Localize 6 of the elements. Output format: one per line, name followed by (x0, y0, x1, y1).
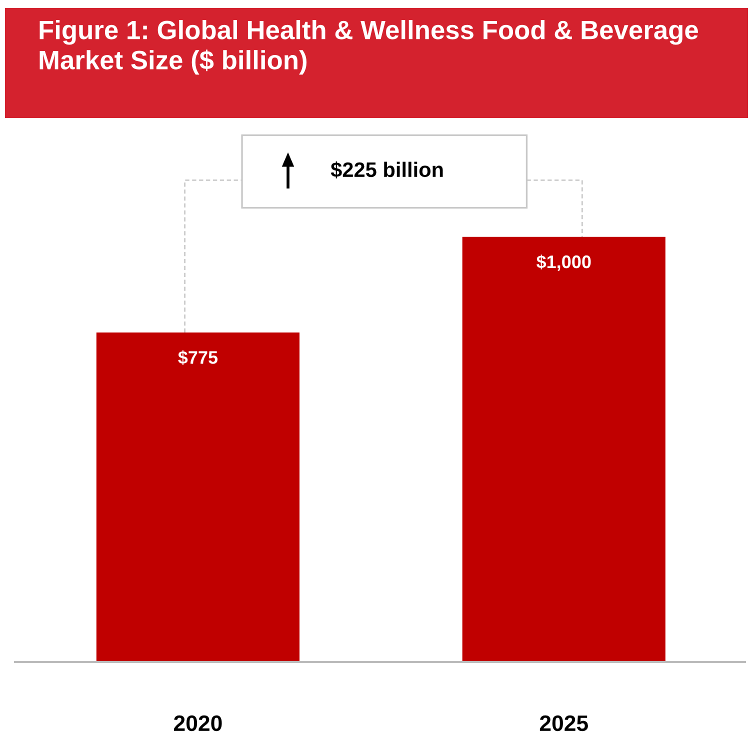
data-label: $775 (178, 350, 218, 366)
x-tick-label: 2025 (540, 715, 588, 732)
data-label: $1,000 (536, 254, 591, 271)
x-tick-label: 2020 (174, 715, 222, 732)
text: $225 billion (330, 161, 443, 178)
chart-title: Figure 1: Global Health & Wellness Food & Beverage Market Size ($ billion) (40, 20, 698, 75)
